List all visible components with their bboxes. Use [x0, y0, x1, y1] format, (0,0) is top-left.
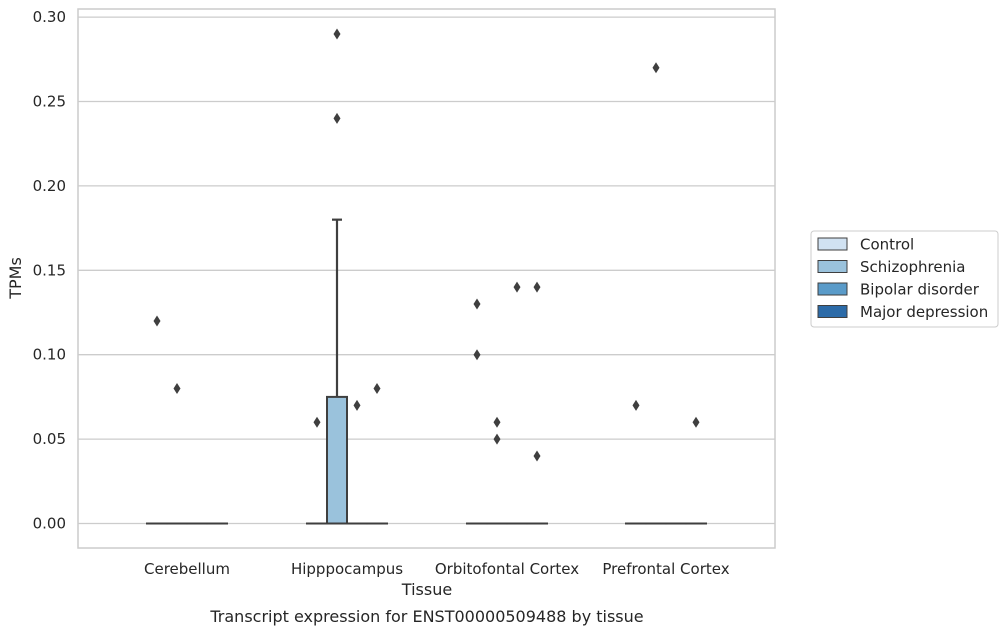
legend-label: Schizophrenia: [860, 258, 965, 276]
y-tick-label: 0.00: [33, 515, 66, 533]
outlier-point: [173, 382, 181, 394]
y-tick-label: 0.30: [33, 8, 66, 26]
outlier-point: [473, 298, 481, 310]
x-tick-labels: Cerebellum Hipppocampus Orbitofontal Corte…: [144, 560, 730, 578]
chart-caption: Transcript expression for ENST0000050948…: [209, 607, 643, 626]
y-axis-title: TPMs: [6, 257, 25, 300]
y-tick-label: 0.20: [33, 177, 66, 195]
plot-frame: [77, 8, 776, 549]
outlier-point: [533, 450, 541, 462]
box-body: [326, 395, 348, 525]
outlier-point: [533, 281, 541, 293]
x-tick-label: Orbitofontal Cortex: [435, 560, 579, 578]
outlier-point: [313, 416, 321, 428]
legend-item: Bipolar disorder: [817, 281, 980, 299]
outlier-point: [632, 399, 640, 411]
outlier-point: [652, 62, 660, 74]
outlier-point: [353, 399, 361, 411]
x-tick-label: Cerebellum: [144, 560, 230, 578]
outlier-point: [493, 416, 501, 428]
legend-label: Major depression: [860, 303, 988, 321]
y-tick-label: 0.05: [33, 430, 66, 448]
y-tick-label: 0.10: [33, 346, 66, 364]
outlier-point: [692, 416, 700, 428]
x-tick-label: Prefrontal Cortex: [602, 560, 729, 578]
outliers: [153, 28, 700, 462]
outlier-point: [513, 281, 521, 293]
x-tick-label: Hipppocampus: [291, 560, 403, 578]
box: [326, 218, 348, 525]
outlier-point: [493, 433, 501, 445]
legend-item: Schizophrenia: [817, 258, 965, 276]
outlier-point: [333, 112, 341, 124]
x-axis-title: Tissue: [401, 580, 452, 599]
legend: Control Schizophrenia Bipolar disorder Majo…: [810, 230, 999, 328]
y-tick-labels: 0.00 0.05 0.10 0.15 0.20 0.25 0.30: [33, 8, 66, 532]
outlier-point: [153, 315, 161, 327]
outlier-point: [473, 349, 481, 361]
legend-label: Bipolar disorder: [860, 281, 980, 299]
legend-swatch: [817, 282, 848, 296]
legend-swatch: [817, 237, 848, 251]
y-tick-label: 0.25: [33, 93, 66, 111]
legend-swatch: [817, 260, 848, 273]
legend-swatch: [817, 305, 848, 318]
outlier-point: [373, 382, 381, 394]
legend-item: Control: [817, 236, 914, 254]
y-tick-label: 0.15: [33, 261, 66, 279]
legend-label: Control: [860, 236, 914, 254]
grid-layer: [78, 16, 775, 525]
legend-frame: [810, 230, 999, 328]
outlier-point: [333, 28, 341, 40]
boxes: [146, 218, 707, 525]
legend-item: Major depression: [817, 303, 988, 321]
